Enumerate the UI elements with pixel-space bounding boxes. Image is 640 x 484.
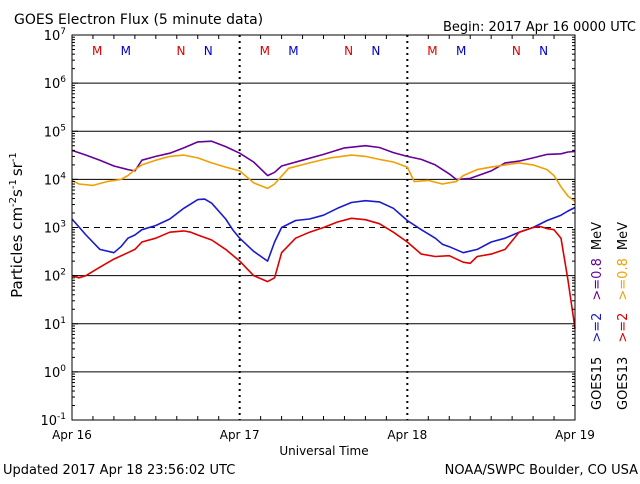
legend-unit: MeV	[590, 222, 605, 250]
y-tick-base: 10	[44, 125, 61, 140]
y-tick-base: 10	[44, 29, 61, 44]
legend-label: >=2	[616, 313, 631, 343]
y-axis-label-s: s	[8, 189, 26, 197]
data-series	[71, 140, 576, 329]
y-axis-label-exp1: -2	[8, 197, 19, 207]
y-tick-label: 103	[44, 220, 66, 237]
series-line	[71, 154, 576, 202]
x-axis-label: Universal Time	[279, 444, 368, 458]
y-tick-label: 100	[44, 364, 67, 381]
legend-sat: GOES15	[590, 357, 605, 410]
y-tick-base: 10	[44, 77, 61, 92]
y-tick-exp: 0	[60, 364, 66, 374]
data-source: NOAA/SWPC Boulder, CO USA	[445, 463, 638, 478]
mn-marker: M	[456, 44, 466, 58]
y-tick-exp: 5	[60, 123, 66, 133]
y-tick-base: 10	[44, 318, 61, 333]
y-tick-base: 10	[44, 270, 61, 285]
legend-label: >=2	[590, 313, 605, 343]
mn-marker: N	[344, 44, 353, 58]
y-tick-exp: 2	[60, 268, 66, 278]
y-tick-label: 102	[44, 268, 66, 285]
grid-lines	[72, 82, 575, 373]
y-tick-base: 10	[44, 366, 61, 381]
series-line	[71, 198, 576, 262]
y-tick-label: 104	[44, 171, 67, 188]
series-line	[71, 140, 576, 181]
y-tick-label: 105	[44, 123, 66, 140]
x-tick-labels: Apr 16 Apr 17 Apr 18 Apr 19	[52, 35, 595, 442]
mn-marker: M	[121, 44, 131, 58]
x-tick-label: Apr 17	[220, 428, 260, 442]
mn-marker: N	[512, 44, 521, 58]
y-axis-label-base: Particles cm	[8, 207, 26, 298]
y-tick-exp: -1	[57, 412, 66, 422]
y-tick-label: 101	[44, 316, 66, 333]
legend-unit: MeV	[616, 222, 631, 250]
chart-title: GOES Electron Flux (5 minute data)	[14, 12, 263, 28]
mn-marker: M	[92, 44, 102, 58]
legend: GOES15 >=2 >=0.8 MeV GOES13 >=2 >=0.8 MeV	[590, 222, 631, 410]
y-tick-exp: 4	[60, 171, 66, 181]
x-tick-label: Apr 16	[52, 428, 92, 442]
y-tick-exp: 6	[60, 75, 66, 85]
y-tick-base: 10	[40, 414, 57, 429]
mn-marker: N	[176, 44, 185, 58]
y-tick-exp: 1	[60, 316, 66, 326]
series-line	[71, 217, 576, 329]
day-dividers	[238, 35, 409, 420]
y-tick-exp: 7	[60, 27, 66, 37]
legend-label: >=0.8	[616, 258, 631, 300]
y-tick-base: 10	[44, 173, 61, 188]
mn-marker: N	[371, 44, 380, 58]
legend-label: >=0.8	[590, 258, 605, 300]
y-tick-base: 10	[44, 222, 61, 237]
y-tick-label: 10-1	[40, 412, 66, 429]
y-axis-label-sr: sr	[8, 161, 26, 176]
updated-time: Updated 2017 Apr 18 23:56:02 UTC	[3, 463, 235, 478]
begin-time: Begin: 2017 Apr 16 0000 UTC	[443, 20, 636, 35]
y-axis-label-exp3: -1	[8, 152, 19, 162]
mn-marker: M	[427, 44, 437, 58]
x-tick-label: Apr 19	[555, 428, 595, 442]
y-tick-label: 107	[44, 27, 66, 44]
mn-marker: N	[204, 44, 213, 58]
legend-entry: GOES13 >=2 >=0.8 MeV	[616, 222, 631, 410]
y-axis-label: Particles cm-2s-1sr-1	[8, 152, 26, 298]
legend-entry: GOES15 >=2 >=0.8 MeV	[590, 222, 605, 410]
y-tick-exp: 3	[60, 220, 66, 230]
x-tick-label: Apr 18	[387, 428, 427, 442]
legend-sat: GOES13	[616, 357, 631, 410]
y-axis-label-exp2: -1	[8, 179, 19, 189]
mn-marker: M	[260, 44, 270, 58]
mn-marker: M	[288, 44, 298, 58]
y-tick-label: 106	[44, 75, 67, 92]
mn-marker: N	[539, 44, 548, 58]
